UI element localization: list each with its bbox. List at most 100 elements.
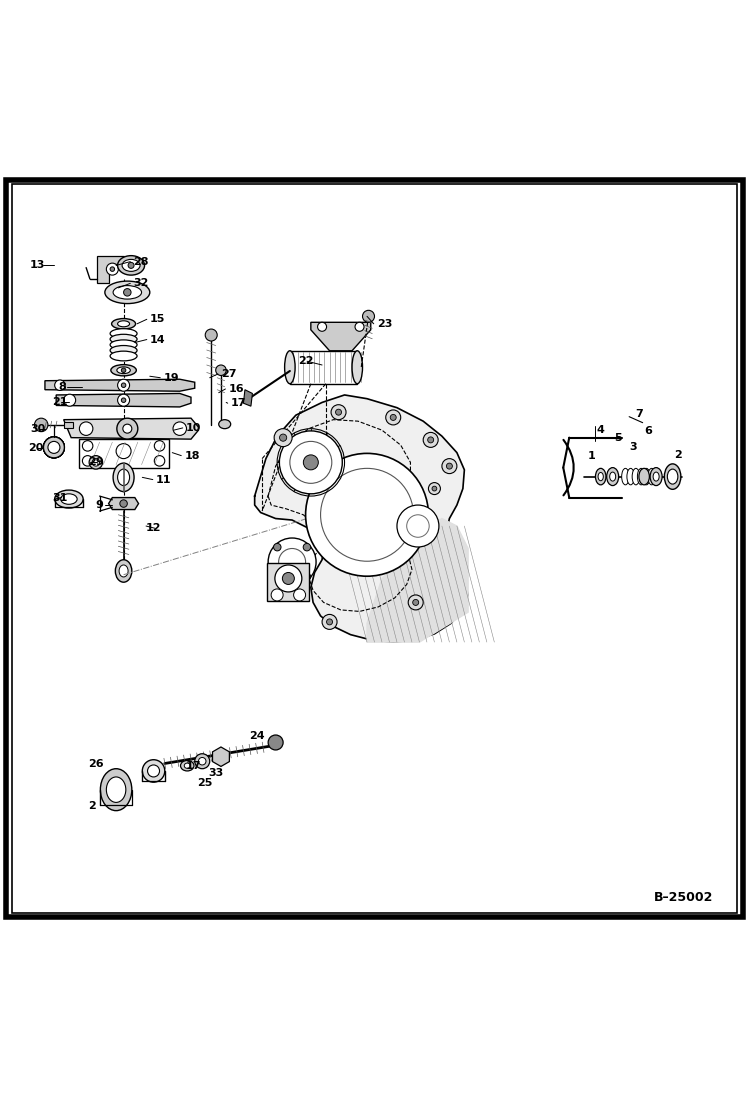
Ellipse shape [110,329,137,338]
Circle shape [271,589,283,601]
Circle shape [290,441,332,484]
Ellipse shape [106,777,126,802]
Circle shape [121,398,126,403]
Ellipse shape [632,468,640,485]
Circle shape [79,422,93,436]
Ellipse shape [148,765,160,777]
Text: 20: 20 [28,443,44,453]
Ellipse shape [115,559,132,583]
Circle shape [408,595,423,610]
Circle shape [64,394,76,406]
Circle shape [303,573,311,580]
Circle shape [43,437,64,457]
Circle shape [306,453,428,576]
Circle shape [446,463,452,470]
Polygon shape [97,257,124,283]
Circle shape [336,409,342,415]
Text: 29: 29 [88,457,104,467]
Circle shape [123,425,132,433]
Ellipse shape [92,459,100,466]
Circle shape [110,267,115,271]
Circle shape [318,323,327,331]
Ellipse shape [285,351,295,384]
Ellipse shape [110,335,137,344]
Circle shape [273,573,281,580]
Circle shape [279,434,287,441]
Circle shape [273,543,281,551]
Ellipse shape [118,470,130,486]
Ellipse shape [627,468,634,485]
Bar [290,351,357,384]
Ellipse shape [198,757,206,765]
Ellipse shape [61,494,77,505]
Text: 2: 2 [674,450,682,460]
Ellipse shape [650,467,662,486]
Circle shape [43,437,64,457]
Ellipse shape [653,472,659,482]
Ellipse shape [648,468,655,485]
Polygon shape [255,395,468,642]
Bar [79,439,169,467]
Circle shape [121,367,126,373]
Circle shape [274,429,292,446]
Ellipse shape [607,467,619,486]
Text: 3: 3 [629,442,637,452]
Circle shape [34,418,48,431]
Circle shape [43,437,64,457]
Ellipse shape [89,455,103,470]
Circle shape [120,500,127,507]
Ellipse shape [111,364,136,376]
Circle shape [275,565,302,592]
Circle shape [268,538,316,586]
Text: 9: 9 [96,500,104,510]
Polygon shape [311,323,371,351]
Text: 21: 21 [52,397,68,407]
Circle shape [271,567,286,583]
Ellipse shape [643,468,650,485]
Circle shape [331,405,346,420]
Ellipse shape [110,351,137,361]
Circle shape [121,383,126,387]
Ellipse shape [622,468,629,485]
Circle shape [173,422,187,436]
Text: 14: 14 [150,335,166,344]
Circle shape [282,573,294,585]
Circle shape [43,437,64,457]
Ellipse shape [112,318,136,329]
Ellipse shape [118,320,130,327]
Circle shape [279,548,306,576]
Text: 6: 6 [644,426,652,436]
Ellipse shape [142,760,165,782]
Ellipse shape [113,463,134,491]
Ellipse shape [664,464,681,489]
Circle shape [82,455,93,466]
Circle shape [327,619,333,625]
Text: 4: 4 [596,426,604,436]
Circle shape [118,394,130,406]
Circle shape [116,443,131,459]
Circle shape [106,263,118,275]
Text: 12: 12 [146,523,162,533]
Circle shape [124,289,131,296]
Text: 5: 5 [614,433,622,443]
Ellipse shape [113,285,142,299]
Circle shape [205,329,217,341]
Text: 8: 8 [58,383,66,393]
Text: 30: 30 [30,423,45,433]
Ellipse shape [110,340,137,350]
Ellipse shape [667,470,678,484]
Circle shape [428,483,440,495]
Text: 11: 11 [156,475,172,485]
Circle shape [386,410,401,425]
Ellipse shape [43,437,64,457]
Ellipse shape [598,473,603,480]
Ellipse shape [55,490,83,508]
Polygon shape [367,519,468,642]
Text: 26: 26 [88,759,104,769]
Circle shape [432,486,437,491]
Circle shape [154,455,165,466]
Polygon shape [267,564,309,601]
Ellipse shape [122,259,140,271]
Ellipse shape [184,764,190,768]
Circle shape [117,418,138,439]
